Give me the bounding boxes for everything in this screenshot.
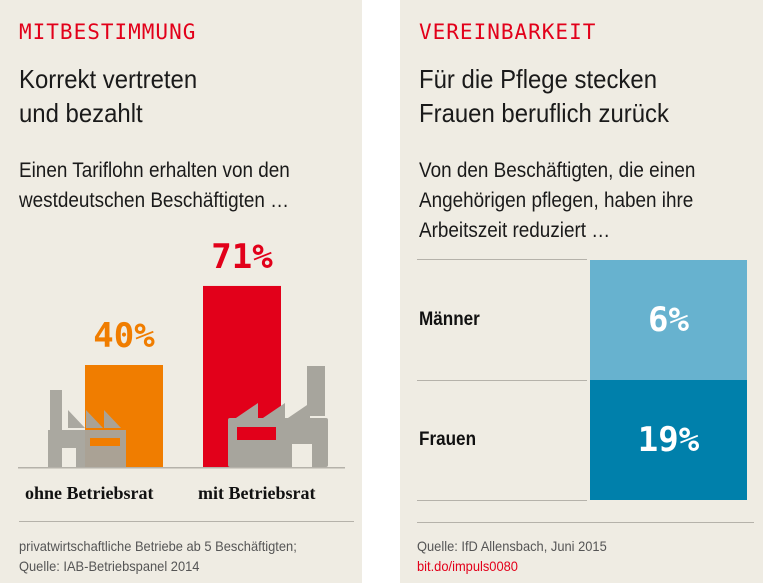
row-divider: [417, 259, 587, 260]
footnote: Quelle: IAB-Betriebspanel 2014: [19, 558, 200, 574]
title: Korrekt vertreten und bezahlt: [19, 62, 197, 130]
category-label: mit Betriebsrat: [198, 483, 316, 503]
kicker: VEREINBARKEIT: [419, 20, 597, 44]
subtitle: Einen Tariflohn erhalten von den westdeut…: [19, 156, 290, 216]
title-line: Korrekt vertreten: [19, 64, 198, 94]
divider: [417, 522, 754, 523]
value-label: 6%: [648, 300, 689, 340]
footnote: privatwirtschaftliche Betriebe ab 5 Besc…: [19, 538, 297, 554]
category-label: ohne Betriebsrat: [25, 483, 154, 503]
subtitle-line: Einen Tariflohn erhalten von den: [19, 159, 290, 182]
subtitle-line: Angehörigen pflegen, haben ihre: [419, 189, 694, 212]
value-label: 19%: [637, 420, 700, 460]
kicker: MITBESTIMMUNG: [19, 20, 197, 44]
right-panel: VEREINBARKEIT Für die Pflege stecken Frau…: [400, 0, 763, 583]
row-label-frauen: Frauen: [419, 429, 477, 450]
subtitle: Von den Beschäftigten, die einen Angehöri…: [419, 156, 695, 246]
subtitle-line: Arbeitszeit reduziert …: [419, 219, 611, 242]
title-line: Für die Pflege stecken: [419, 64, 658, 94]
subtitle-line: Von den Beschäftigten, die einen: [419, 159, 696, 182]
factory-icon: [48, 390, 126, 468]
data-label: 40%: [93, 316, 155, 356]
data-label: 71%: [211, 237, 273, 277]
subtitle-line: westdeutschen Beschäftigten …: [19, 189, 290, 212]
bar-chart: 40% 71%: [18, 237, 345, 469]
factory-window: [237, 427, 276, 440]
value-cell-frauen: 19%: [590, 380, 747, 500]
row-divider: [417, 380, 587, 381]
factory-door: [292, 444, 312, 467]
left-panel: MITBESTIMMUNG Korrekt vertreten und bezah…: [0, 0, 362, 583]
divider: [19, 521, 354, 522]
value-cell-maenner: 6%: [590, 260, 747, 380]
title-line: und bezahlt: [19, 98, 143, 128]
row-divider: [417, 500, 587, 501]
title: Für die Pflege stecken Frauen beruflich z…: [419, 62, 669, 130]
row-label-maenner: Männer: [419, 309, 480, 330]
baseline: [18, 467, 345, 469]
source: Quelle: IfD Allensbach, Juni 2015: [417, 538, 607, 554]
title-line: Frauen beruflich zurück: [419, 98, 669, 128]
source-link[interactable]: bit.do/impuls0080: [417, 558, 518, 574]
